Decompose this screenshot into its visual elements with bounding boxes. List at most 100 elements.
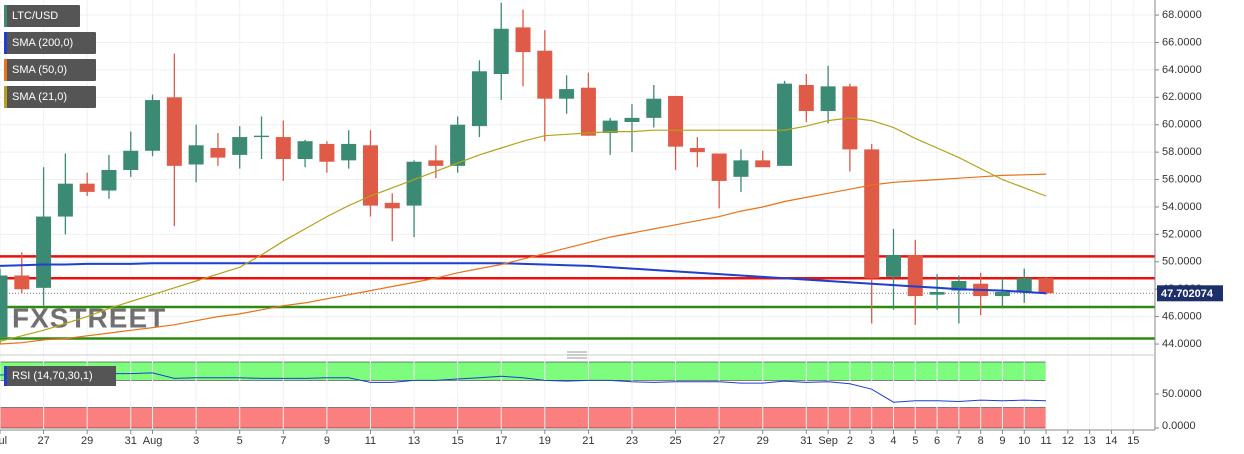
y-tick-label: 54.0000 xyxy=(1162,201,1202,213)
y-tick-label: 44.0000 xyxy=(1162,338,1202,350)
x-tick-label: Jul xyxy=(0,435,7,447)
sma-line xyxy=(0,173,1047,345)
legend-swatch xyxy=(4,32,7,54)
candle-body xyxy=(341,143,357,161)
candle-body xyxy=(428,160,444,166)
candle-body xyxy=(733,160,749,177)
legend-label: LTC/USD xyxy=(12,10,58,22)
candle-body xyxy=(188,145,204,165)
candle-body xyxy=(14,275,30,290)
legend-swatch xyxy=(4,366,7,386)
candle-body xyxy=(929,291,945,295)
y-tick-label: 68.0000 xyxy=(1162,9,1202,21)
candle-body xyxy=(123,150,139,170)
last-price-tag xyxy=(1157,285,1223,302)
legend-label: SMA (200,0) xyxy=(12,37,73,49)
candle-body xyxy=(319,143,335,162)
candle-body xyxy=(450,124,466,166)
x-tick-label: 29 xyxy=(757,435,769,447)
candle-body xyxy=(101,169,117,191)
candle-body xyxy=(166,97,182,166)
x-tick-label: 10 xyxy=(1018,435,1030,447)
candle-body xyxy=(602,120,618,133)
x-tick-label: 9 xyxy=(999,435,1005,447)
y-tick-label: 58.0000 xyxy=(1162,146,1202,158)
x-tick-label: 27 xyxy=(713,435,725,447)
x-tick-label: 5 xyxy=(912,435,918,447)
candle-body xyxy=(297,141,313,159)
y-tick-label: 60.0000 xyxy=(1162,119,1202,131)
sma-line xyxy=(0,262,1047,295)
candle-body xyxy=(885,254,901,277)
legend-swatch xyxy=(4,5,7,27)
rsi-line xyxy=(0,372,1047,403)
y-tick-label: 50.0000 xyxy=(1162,388,1202,400)
x-tick-label: 13 xyxy=(408,435,420,447)
candle-body xyxy=(951,280,967,291)
x-tick-label: 8 xyxy=(978,435,984,447)
x-tick-label: 15 xyxy=(452,435,464,447)
legend-box xyxy=(4,86,96,108)
candle-body xyxy=(1016,278,1032,292)
y-tick-label: 62.0000 xyxy=(1162,91,1202,103)
x-tick-label: 6 xyxy=(934,435,940,447)
legend-swatch xyxy=(4,86,7,108)
legend-box xyxy=(4,32,96,54)
candle-body xyxy=(493,28,509,75)
pane-grip xyxy=(567,351,587,359)
x-tick-label: 12 xyxy=(1062,435,1074,447)
legend-box xyxy=(4,366,116,386)
x-tick-label: 15 xyxy=(1127,435,1139,447)
x-tick-label: 4 xyxy=(890,435,896,447)
candle-body xyxy=(275,137,291,159)
x-tick-label: 9 xyxy=(324,435,330,447)
sma-line xyxy=(0,117,1047,342)
candle-body xyxy=(145,100,161,151)
x-tick-label: Aug xyxy=(143,435,163,447)
candle-body xyxy=(406,161,422,206)
x-tick-label: Sep xyxy=(818,435,838,447)
x-tick-label: 23 xyxy=(626,435,638,447)
legend-label: RSI (14,70,30,1) xyxy=(12,370,93,382)
candle-body xyxy=(624,117,640,122)
x-tick-label: 31 xyxy=(800,435,812,447)
candle-body xyxy=(362,145,378,206)
candle-body xyxy=(646,98,662,118)
y-tick-label: 0.0000 xyxy=(1162,420,1196,432)
legend-label: SMA (21,0) xyxy=(12,91,67,103)
y-tick-label: 56.0000 xyxy=(1162,173,1202,185)
y-tick-label: 52.0000 xyxy=(1162,228,1202,240)
candle-body xyxy=(471,71,487,127)
rsi-band xyxy=(0,407,1047,429)
candle-body xyxy=(798,84,814,112)
candle-body xyxy=(820,86,836,112)
candle-body xyxy=(777,83,793,166)
candle-body xyxy=(232,137,248,155)
x-tick-label: 3 xyxy=(869,435,875,447)
x-tick-label: 13 xyxy=(1083,435,1095,447)
candle-body xyxy=(580,87,596,136)
x-tick-label: 31 xyxy=(125,435,137,447)
candle-body xyxy=(711,153,727,181)
candle-body xyxy=(57,183,73,217)
legend-box xyxy=(4,5,80,27)
candle-body xyxy=(254,135,270,138)
candle-body xyxy=(210,148,226,158)
legend-swatch xyxy=(4,59,7,81)
last-price-label: 47.702074 xyxy=(1161,288,1214,300)
candle-body xyxy=(1038,278,1054,294)
candle-body xyxy=(689,148,705,153)
candle-body xyxy=(668,95,684,147)
y-tick-label: 46.0000 xyxy=(1162,311,1202,323)
candle-body xyxy=(755,160,771,168)
candle-body xyxy=(0,275,8,338)
legend-label: SMA (50,0) xyxy=(12,64,67,76)
candle-body xyxy=(36,216,52,288)
x-tick-label: 27 xyxy=(37,435,49,447)
candle-body xyxy=(559,89,575,99)
x-tick-label: 14 xyxy=(1105,435,1117,447)
x-tick-label: 29 xyxy=(81,435,93,447)
x-tick-label: 17 xyxy=(495,435,507,447)
